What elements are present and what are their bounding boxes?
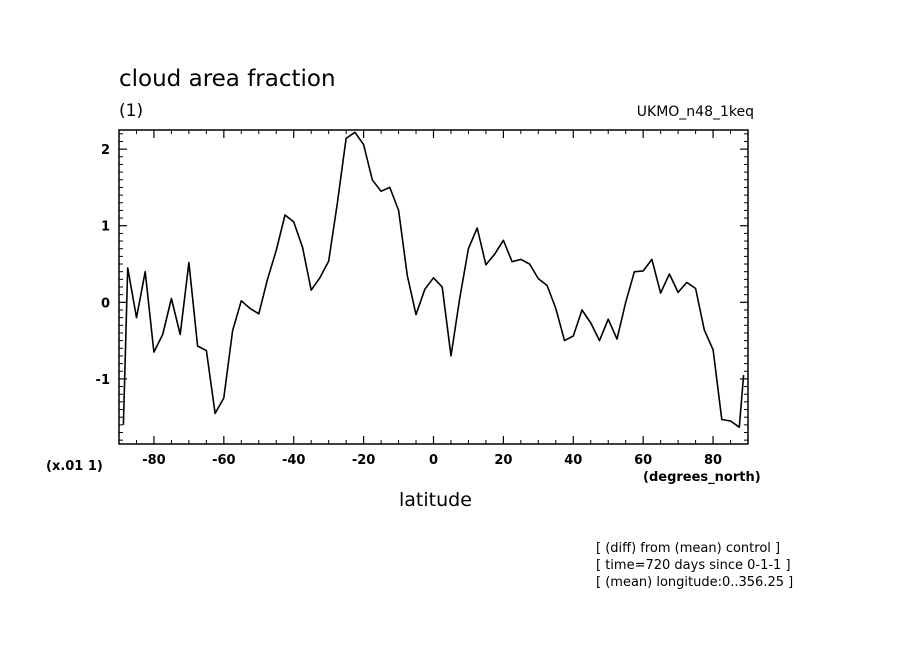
y-tick-label: 1 bbox=[101, 220, 110, 235]
chart-title: cloud area fraction bbox=[119, 66, 336, 92]
y-tick-label: -1 bbox=[96, 373, 110, 388]
x-tick-label: -40 bbox=[282, 453, 306, 468]
note-line-2: [ time=720 days since 0-1-1 ] bbox=[596, 558, 791, 573]
x-tick-label: 40 bbox=[564, 453, 582, 468]
x-tick-label: 0 bbox=[429, 453, 438, 468]
y-tick-label: 0 bbox=[101, 296, 110, 311]
chart-units: (1) bbox=[119, 101, 144, 121]
data-line bbox=[122, 131, 745, 429]
x-tick-label: 80 bbox=[704, 453, 722, 468]
x-tick-label: 20 bbox=[494, 453, 512, 468]
x-tick-label: 60 bbox=[634, 453, 652, 468]
x-axis-units: (degrees_north) bbox=[643, 470, 761, 485]
x-tick-label: -20 bbox=[352, 453, 376, 468]
x-axis-label: latitude bbox=[399, 489, 472, 511]
note-line-1: [ (diff) from (mean) control ] bbox=[596, 541, 781, 556]
y-tick-label: 2 bbox=[101, 143, 110, 158]
y-scale-label: (x.01 1) bbox=[46, 459, 103, 474]
note-line-3: [ (mean) longitude:0..356.25 ] bbox=[596, 575, 794, 590]
x-tick-label: -80 bbox=[142, 453, 166, 468]
x-tick-label: -60 bbox=[212, 453, 236, 468]
model-label: UKMO_n48_1keq bbox=[636, 104, 754, 120]
